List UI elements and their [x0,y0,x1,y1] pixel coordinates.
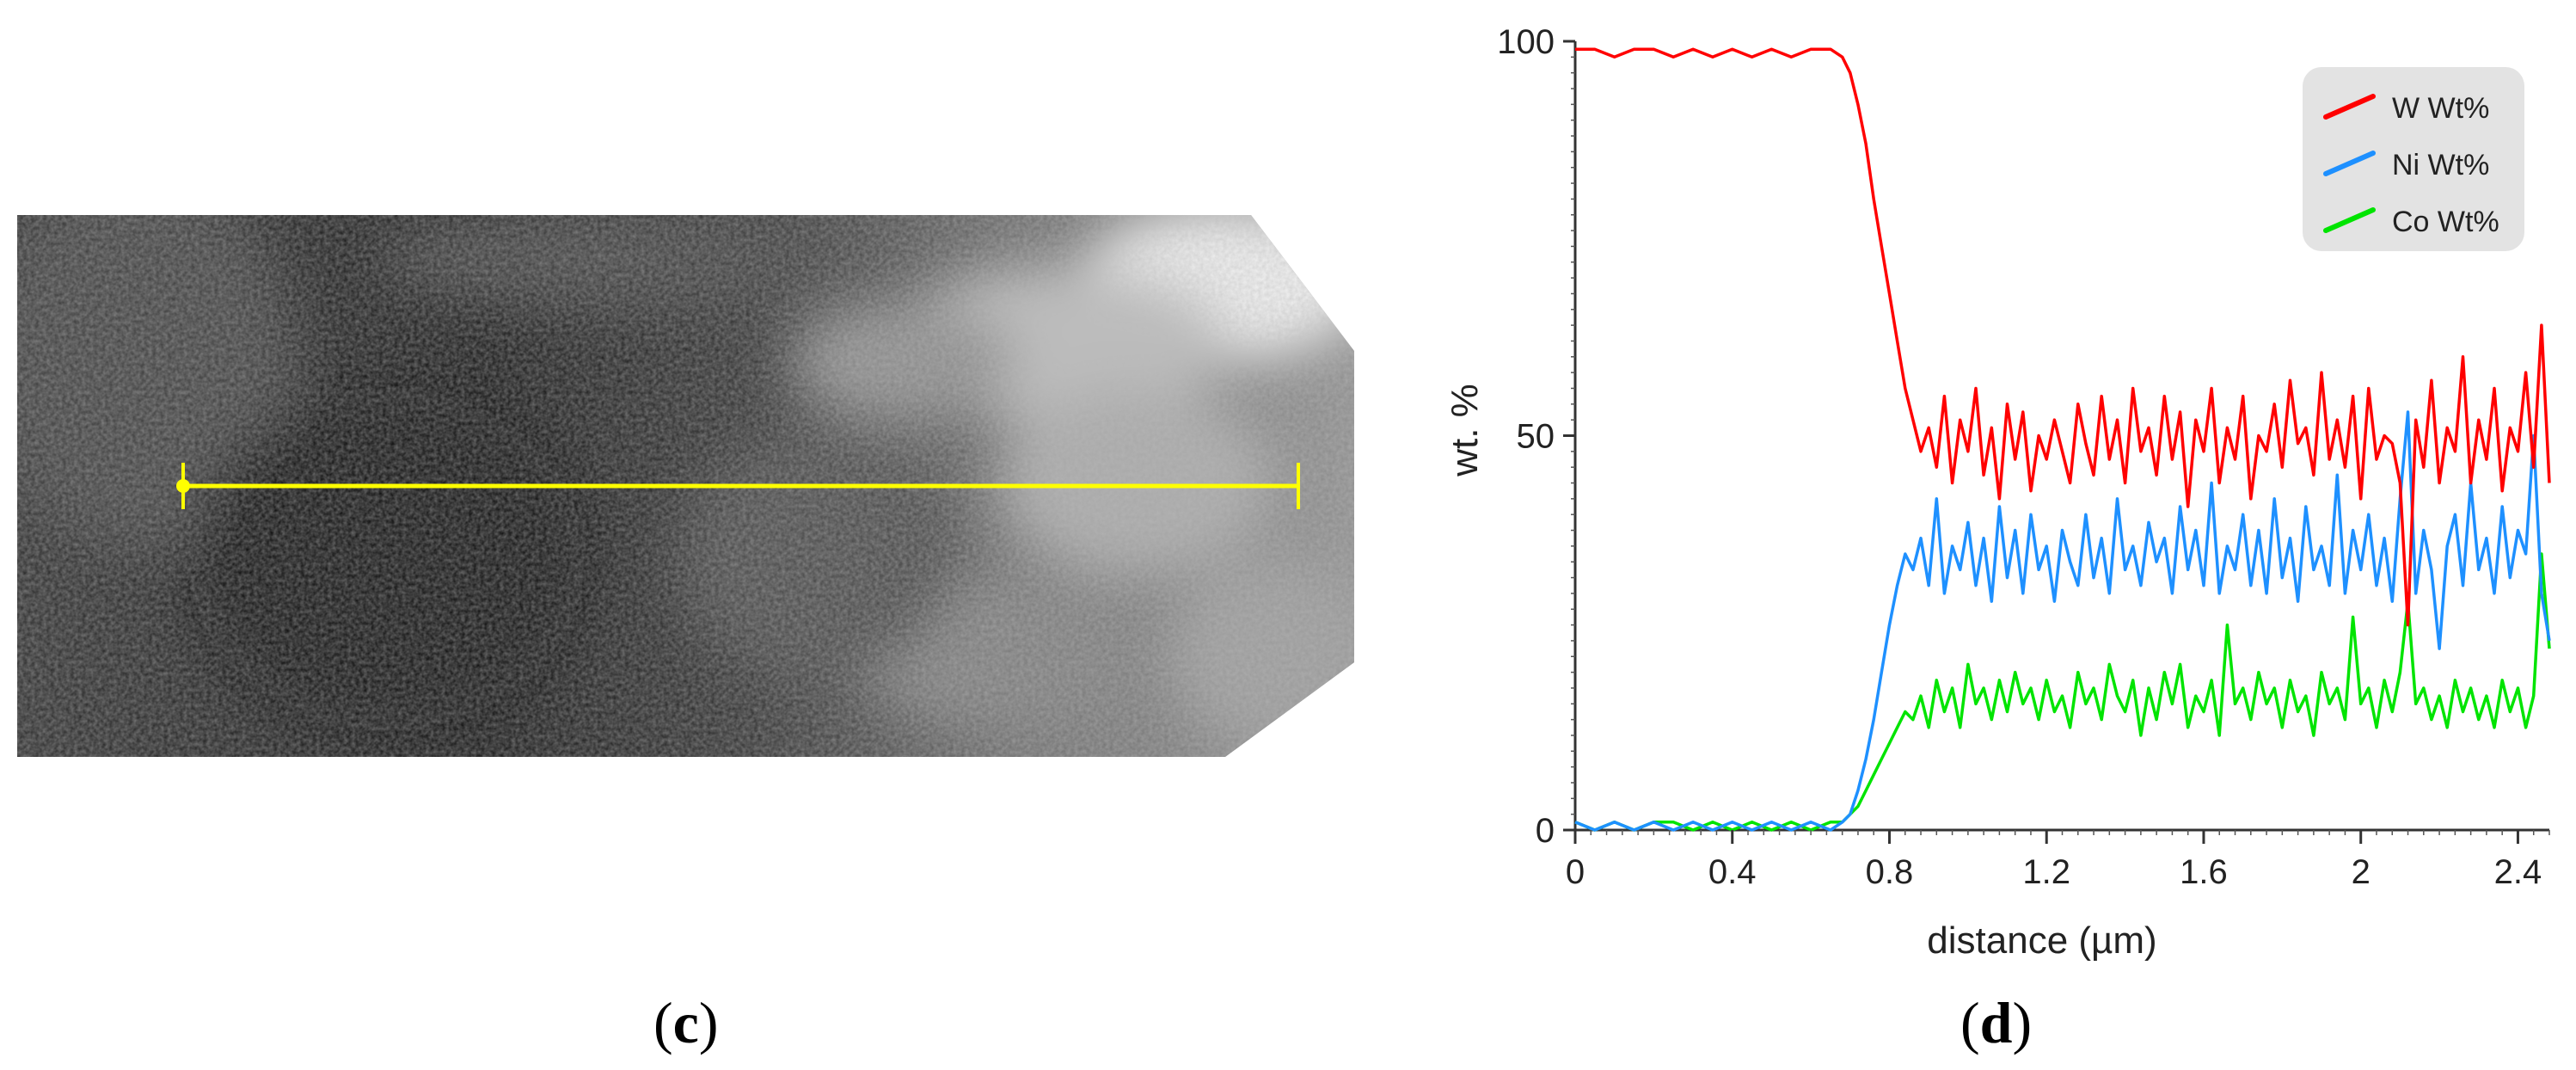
legend-swatch-w-wt [2323,94,2376,120]
x-tick-label: 1.2 [2022,853,2070,891]
x-tick-label: 2.4 [2494,853,2542,891]
panel-letter-d: d [1979,990,2013,1055]
x-tick-label: 0 [1566,853,1585,891]
panel-label-c: (c) [653,990,719,1055]
x-tick-label: 0.4 [1708,853,1757,891]
legend-box [2303,67,2524,251]
series-line-ni-wt [1574,410,2551,832]
y-tick-label: 100 [1497,23,1555,61]
panel-letter-c: c [672,990,699,1055]
line-scan-marker [176,463,1300,509]
legend-label-w-wt: W Wt% [2392,92,2489,125]
line-chart: 0 50 100 0 0.4 0.8 1.2 1.6 2 2.4 wt. % distance (… [1444,23,2551,962]
x-tick-label: 0.8 [1866,853,1914,891]
chart-ticks: 0 50 100 0 0.4 0.8 1.2 1.6 2 2.4 [1497,23,2550,891]
legend-label-co-wt: Co Wt% [2392,206,2499,238]
y-tick-label: 0 [1536,812,1555,850]
x-tick-label: 1.6 [2180,853,2228,891]
legend-label-ni-wt: Ni Wt% [2392,149,2489,181]
legend-swatch-ni-wt [2323,151,2376,176]
y-axis-label: wt. % [1444,384,1486,477]
panel-label-d: (d) [1960,990,2033,1055]
micrograph-panel [17,215,1354,757]
chart-series [1574,47,2551,832]
x-tick-label: 2 [2352,853,2371,891]
micrograph-image [17,215,1354,757]
y-tick-label: 50 [1517,418,1555,456]
series-line-co-wt [1574,552,2551,832]
chart-legend: W Wt% Ni Wt% Co Wt% [2303,67,2524,251]
series-line-w-wt [1575,47,2551,627]
legend-swatch-co-wt [2323,207,2376,233]
x-axis-label: distance (µm) [1927,919,2156,962]
